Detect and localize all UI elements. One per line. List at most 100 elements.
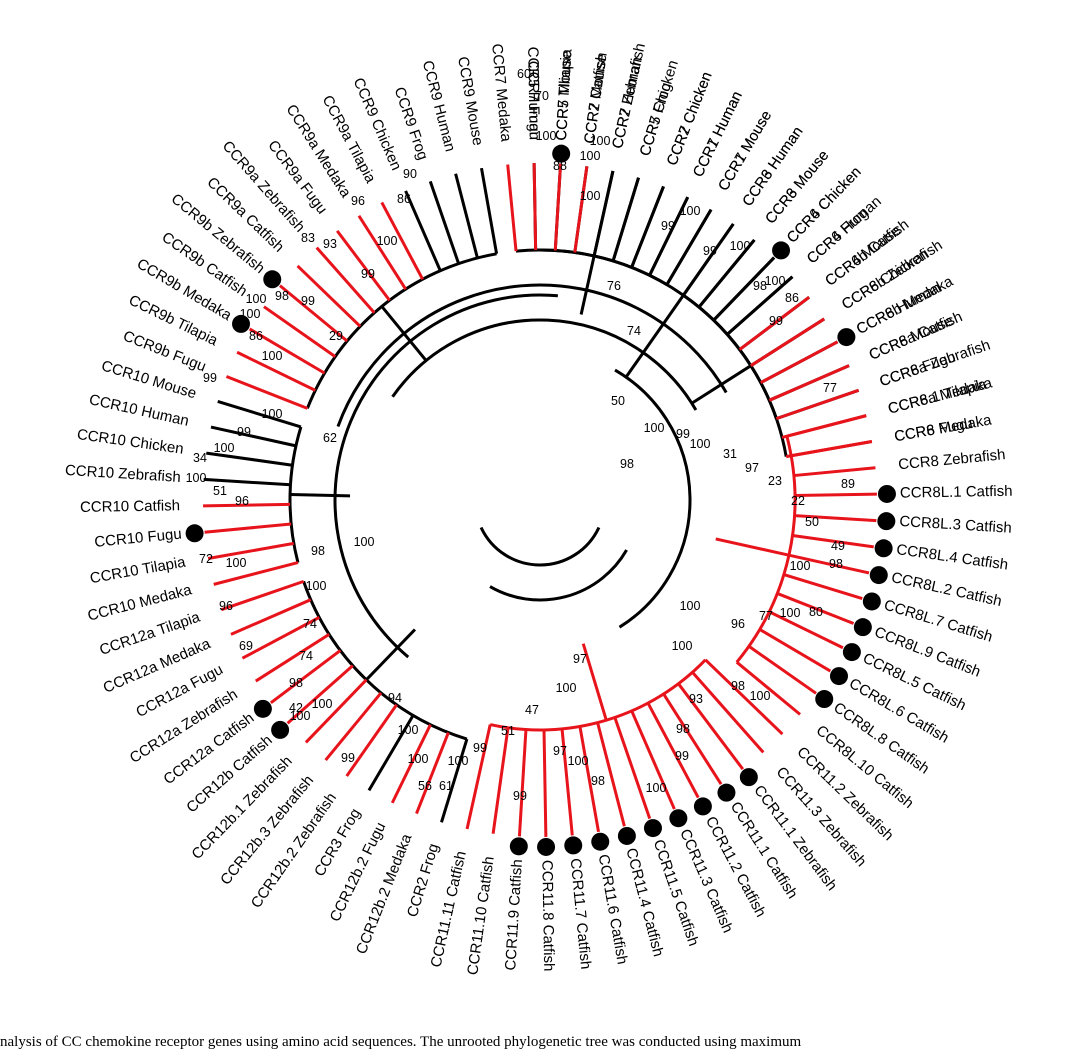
bootstrap-value: 86 (397, 192, 411, 206)
leaf-label: CCR10 Zebrafish (65, 462, 182, 486)
bootstrap-value: 51 (501, 724, 515, 738)
catfish-marker-icon (874, 539, 893, 558)
leaf-branch (225, 375, 308, 410)
leaf-branch (415, 732, 450, 815)
leaf-branch (592, 170, 615, 257)
leaf-branch (760, 340, 839, 384)
leaf-branch (573, 166, 589, 253)
bootstrap-value: 100 (290, 709, 311, 723)
bootstrap-value: 100 (750, 689, 771, 703)
leaf-label: CCR5 Mouse (553, 50, 575, 141)
bootstrap-value: 99 (703, 244, 717, 258)
leaf-label: CCR10 Tilapia (89, 554, 188, 588)
leaf-branch (263, 305, 337, 358)
leaf-label: CCR11.6 Catfish (595, 853, 631, 966)
bootstrap-value: 97 (573, 652, 587, 666)
bootstrap-value: 100 (262, 349, 283, 363)
leaf-branch (506, 164, 518, 252)
bootstrap-value: 29 (329, 329, 343, 343)
catfish-marker-icon (537, 837, 556, 856)
bootstrap-value: 80 (809, 605, 823, 619)
bootstrap-value: 99 (473, 741, 487, 755)
leaf-branch (775, 388, 860, 421)
bootstrap-value: 74 (303, 617, 317, 631)
leaf-label: CCR7 Medaka (488, 43, 514, 143)
bootstrap-value: 77 (823, 381, 837, 395)
bootstrap-value: 100 (312, 697, 333, 711)
bootstrap-value: 100 (780, 606, 801, 620)
bootstrap-value: 61 (439, 779, 453, 793)
bootstrap-value: 99 (661, 219, 675, 233)
catfish-marker-icon (271, 720, 290, 739)
bootstrap-value: 100 (246, 292, 267, 306)
catfish-marker-icon (253, 699, 272, 718)
clade-stem (290, 493, 351, 498)
leaf-branch (390, 724, 432, 804)
backbone-arc (336, 283, 728, 427)
leaf-label: CCR7 Fugu (524, 61, 542, 140)
leaf-branch (553, 163, 563, 251)
bootstrap-value: 98 (289, 676, 303, 690)
leaf-branch (738, 295, 811, 351)
figure-caption: nalysis of CC chemokine receptor genes u… (0, 1034, 802, 1050)
leaf-branch (203, 502, 291, 508)
leaf-branch (648, 196, 690, 276)
catfish-marker-icon (617, 826, 636, 845)
leaf-branch (560, 728, 574, 836)
catfish-marker-icon (877, 512, 896, 531)
leaf-branch (788, 553, 870, 575)
leaf-branch (726, 275, 794, 336)
leaf-label: CCR2 Frog (404, 842, 442, 920)
bootstrap-value: 100 (306, 579, 327, 593)
bootstrap-value: 100 (580, 189, 601, 203)
leaf-branch (210, 425, 297, 448)
leaf-branch (662, 693, 723, 786)
catfish-marker-icon (739, 768, 758, 787)
leaf-label: CCR8L.4 Catfish (895, 541, 1009, 573)
bootstrap-value: 70 (535, 89, 549, 103)
bootstrap-value: 56 (418, 779, 432, 793)
leaf-branch (428, 180, 461, 265)
leaf-branch (578, 726, 600, 833)
leaf-label: CCR9 Mouse (454, 55, 486, 147)
leaf-branch (491, 727, 510, 834)
leaf-branch (517, 729, 528, 837)
leaf-label: CCR11.9 Catfish (502, 859, 526, 971)
bootstrap-value: 100 (568, 754, 589, 768)
backbone-arc (489, 549, 628, 602)
leaf-branch (630, 710, 676, 810)
leaf-branch (335, 229, 391, 302)
bootstrap-value: 100 (240, 307, 261, 321)
bootstrap-value: 100 (226, 556, 247, 570)
bootstrap-value: 98 (731, 679, 745, 693)
leaf-branch (254, 633, 330, 683)
leaf-branch (367, 714, 415, 792)
leaf-branch (613, 716, 652, 820)
leaf-branch (542, 729, 548, 837)
bootstrap-value: 51 (213, 484, 227, 498)
bootstrap-value: 49 (831, 539, 845, 553)
leaf-label: CCR7 Tiliapia (553, 48, 576, 141)
backbone-arc (333, 293, 558, 659)
leaf-branch (682, 223, 735, 297)
leaf-branch (269, 649, 342, 705)
catfish-marker-icon (263, 270, 282, 289)
bootstrap-value: 100 (590, 134, 611, 148)
bootstrap-value: 98 (829, 557, 843, 571)
bootstrap-value: 100 (354, 535, 375, 549)
bootstrap-value: 100 (398, 723, 419, 737)
catfish-marker-icon (842, 643, 861, 662)
bootstrap-value: 100 (580, 149, 601, 163)
bootstrap-value: 98 (311, 544, 325, 558)
leaf-branch (440, 738, 469, 823)
catfish-marker-icon (591, 832, 610, 851)
bootstrap-value: 42 (289, 701, 303, 715)
tree-branches (203, 163, 877, 837)
clade-stem (365, 628, 417, 681)
bootstrap-value: 77 (759, 609, 773, 623)
leaf-label: CCR10 Fugu (94, 526, 183, 551)
bootstrap-value: 99 (675, 749, 689, 763)
leaf-label: CCR10 Catfish (80, 497, 180, 516)
bootstrap-value: 96 (351, 194, 365, 208)
